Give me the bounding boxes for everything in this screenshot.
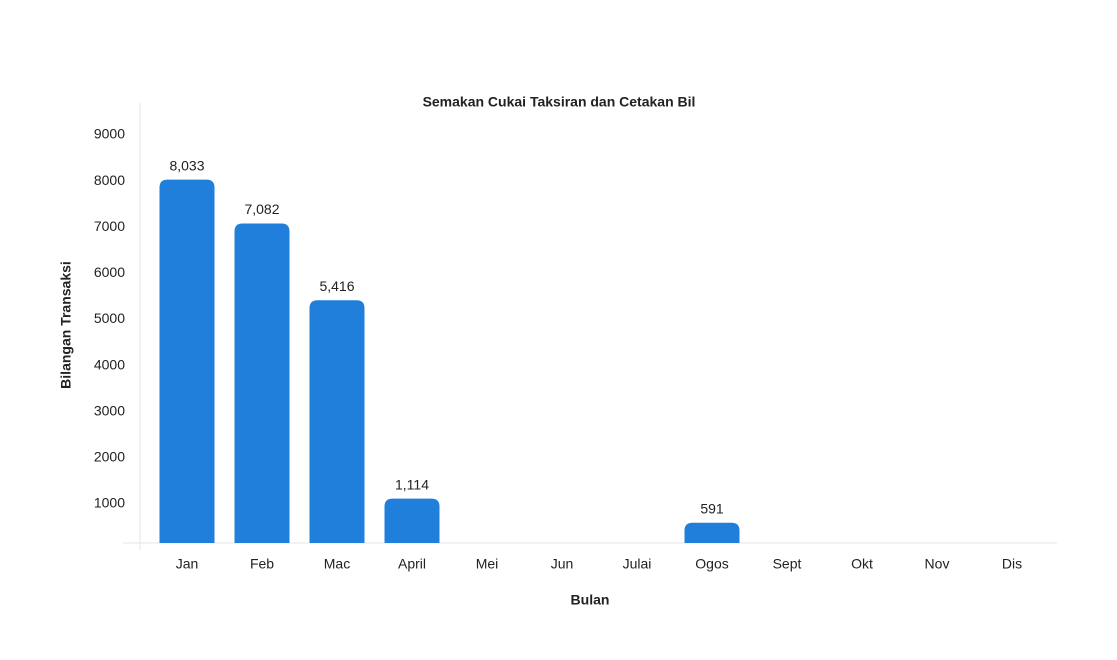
y-tick-label: 5000 bbox=[94, 310, 125, 326]
chart-title: Semakan Cukai Taksiran dan Cetakan Bil bbox=[423, 94, 696, 110]
x-tick-label: Ogos bbox=[695, 556, 728, 572]
x-tick-label: Mac bbox=[324, 556, 350, 572]
bar bbox=[159, 179, 215, 543]
x-tick-label: Jun bbox=[551, 556, 574, 572]
y-tick-label: 1000 bbox=[94, 495, 125, 511]
value-label: 7,082 bbox=[244, 201, 279, 217]
value-label: 591 bbox=[700, 500, 724, 516]
y-tick-label: 2000 bbox=[94, 448, 125, 464]
bar bbox=[684, 522, 740, 543]
bar bbox=[384, 498, 440, 543]
x-tick-label: Feb bbox=[250, 556, 274, 572]
x-axis-label: Bulan bbox=[571, 592, 610, 608]
bar bbox=[234, 223, 290, 544]
bar bbox=[309, 300, 365, 543]
value-label: 8,033 bbox=[169, 157, 204, 173]
x-tick-label: Jan bbox=[176, 556, 199, 572]
x-tick-label: Mei bbox=[476, 556, 499, 572]
x-tick-label: April bbox=[398, 556, 426, 572]
x-tick-label: Okt bbox=[851, 556, 873, 572]
value-label: 5,416 bbox=[319, 278, 354, 294]
value-label: 1,114 bbox=[395, 476, 429, 492]
y-tick-label: 9000 bbox=[94, 126, 125, 142]
x-tick-label: Julai bbox=[623, 556, 652, 572]
y-tick-label: 3000 bbox=[94, 402, 125, 418]
x-tick-label: Sept bbox=[773, 556, 802, 572]
y-axis-label: Bilangan Transaksi bbox=[58, 261, 74, 389]
x-tick-label: Nov bbox=[925, 556, 950, 572]
x-tick-label: Dis bbox=[1002, 556, 1022, 572]
y-tick-label: 4000 bbox=[94, 356, 125, 372]
y-tick-label: 7000 bbox=[94, 218, 125, 234]
y-tick-label: 6000 bbox=[94, 264, 125, 280]
y-tick-label: 8000 bbox=[94, 172, 125, 188]
